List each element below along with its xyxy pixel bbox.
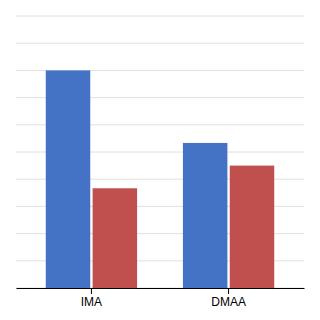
bars bbox=[46, 70, 274, 288]
chart: IMA DMAA bbox=[0, 0, 320, 320]
grid-line bbox=[16, 43, 304, 44]
bar bbox=[230, 166, 274, 288]
grid-line bbox=[16, 16, 304, 17]
plot: IMA DMAA bbox=[16, 16, 305, 309]
bar bbox=[93, 188, 137, 288]
bar-series bbox=[93, 166, 275, 288]
x-tick: IMA bbox=[81, 288, 102, 309]
x-tick-label: IMA bbox=[81, 295, 102, 309]
bar bbox=[183, 143, 227, 288]
x-tick-mark bbox=[91, 288, 92, 294]
bar-series bbox=[46, 70, 228, 288]
bar bbox=[46, 70, 90, 288]
x-axis: IMA DMAA bbox=[17, 288, 305, 309]
x-tick: DMAA bbox=[211, 288, 246, 309]
x-axis-line bbox=[17, 288, 305, 289]
x-tick-mark bbox=[228, 288, 229, 294]
x-tick-label: DMAA bbox=[211, 295, 246, 309]
grid bbox=[16, 16, 304, 288]
